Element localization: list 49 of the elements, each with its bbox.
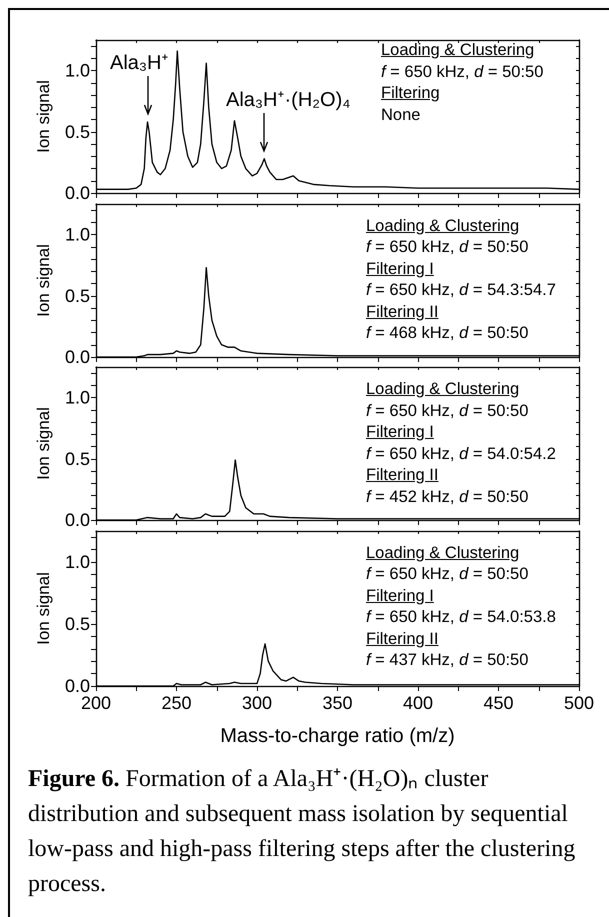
annotation: Ala₃H⁺·(H₂O)₄ bbox=[226, 88, 350, 112]
y-axis-title: Ion signal bbox=[34, 80, 53, 153]
annotation: Filtering I bbox=[366, 260, 434, 278]
y-tick-label: 0.5 bbox=[64, 614, 90, 634]
x-axis-title: Mass-to-charge ratio (m/z) bbox=[220, 724, 455, 746]
annotation: f = 650 kHz, d = 50:50 bbox=[366, 402, 528, 420]
annotation: Filtering II bbox=[366, 466, 438, 484]
y-tick-label: 0.0 bbox=[64, 676, 90, 696]
y-tick-label: 0.0 bbox=[64, 183, 90, 203]
x-tick-label: 200 bbox=[80, 692, 112, 712]
y-axis-title: Ion signal bbox=[34, 244, 53, 316]
annotation: Loading & Clustering bbox=[366, 216, 520, 234]
y-tick-label: 1.0 bbox=[64, 388, 90, 408]
annotation: f = 452 kHz, d = 50:50 bbox=[366, 488, 528, 506]
annotation: Filtering I bbox=[366, 423, 434, 441]
annotation: None bbox=[381, 106, 420, 124]
y-tick-label: 0.5 bbox=[64, 122, 90, 142]
annotation: Loading & Clustering bbox=[366, 380, 520, 398]
y-tick-label: 1.0 bbox=[64, 60, 90, 81]
annotation: Ala₃H⁺ bbox=[110, 51, 168, 75]
x-tick-label: 250 bbox=[161, 692, 192, 712]
y-tick-label: 0.0 bbox=[64, 346, 90, 366]
annotation: f = 468 kHz, d = 50:50 bbox=[366, 324, 528, 342]
annotation: f = 650 kHz, d = 50:50 bbox=[381, 62, 544, 80]
y-tick-label: 0.5 bbox=[64, 448, 90, 469]
caption: Figure 6. Formation of a Ala₃H⁺·(H₂O)ₙ cluster distribution and subsequent mass isolation by sequential low-pass and high-pass filtering steps after the clustering process. bbox=[28, 765, 576, 899]
x-tick-label: 450 bbox=[483, 692, 514, 712]
y-tick-label: 1.0 bbox=[64, 552, 90, 572]
annotation: Filtering bbox=[381, 84, 440, 102]
y-tick-label: 1.0 bbox=[64, 224, 90, 244]
annotation: f = 437 kHz, d = 50:50 bbox=[366, 651, 528, 669]
annotation: f = 650 kHz, d = 50:50 bbox=[366, 565, 528, 583]
annotation: Filtering I bbox=[366, 586, 434, 604]
annotation: Loading & Clustering bbox=[381, 41, 534, 59]
annotation: Loading & Clustering bbox=[366, 544, 520, 562]
annotation: f = 650 kHz, d = 54.0:54.2 bbox=[366, 444, 556, 462]
annotation: f = 650 kHz, d = 54.3:54.7 bbox=[366, 281, 556, 299]
y-tick-label: 0.0 bbox=[64, 510, 90, 530]
annotation: f = 650 kHz, d = 50:50 bbox=[366, 238, 528, 256]
annotation: Filtering II bbox=[366, 302, 438, 320]
x-tick-label: 300 bbox=[242, 692, 272, 712]
annotation: Filtering II bbox=[366, 630, 438, 648]
annotation: f = 650 kHz, d = 54.0:53.8 bbox=[366, 608, 556, 626]
y-axis-title: Ion signal bbox=[34, 572, 53, 644]
x-tick-label: 500 bbox=[564, 692, 594, 712]
y-tick-label: 0.5 bbox=[64, 285, 90, 306]
x-tick-label: 400 bbox=[402, 692, 434, 712]
y-axis-title: Ion signal bbox=[34, 407, 53, 480]
x-tick-label: 350 bbox=[322, 692, 353, 712]
